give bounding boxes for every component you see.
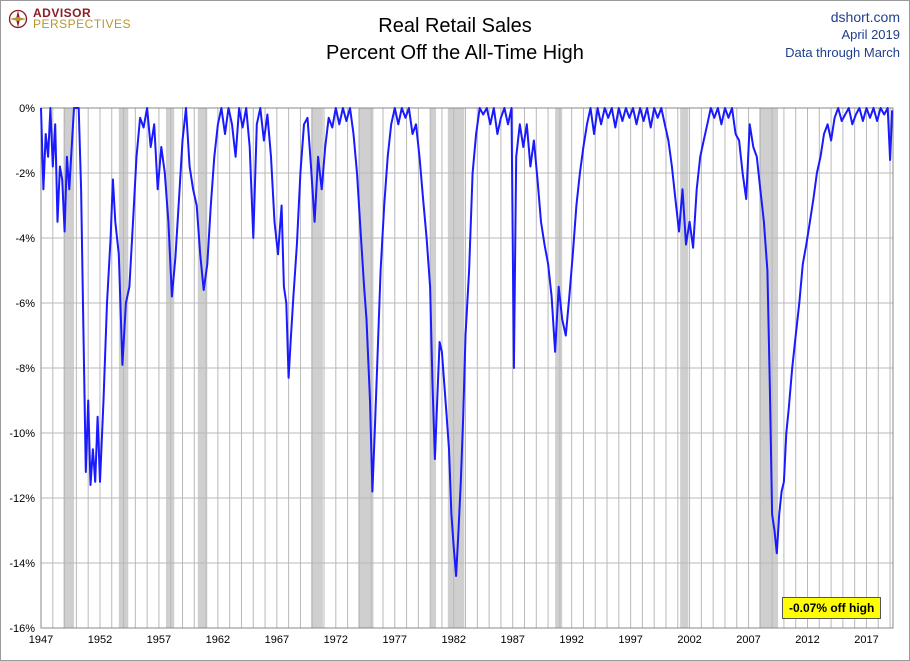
source-site: dshort.com <box>830 9 900 25</box>
y-tick-label: -4% <box>15 233 35 245</box>
x-tick-label: 1972 <box>324 634 348 646</box>
x-tick-label: 1977 <box>383 634 407 646</box>
chart-title-line2: Percent Off the All-Time High <box>326 42 584 64</box>
y-tick-label: -16% <box>9 623 35 635</box>
x-tick-label: 1957 <box>147 634 171 646</box>
y-tick-label: -2% <box>15 168 35 180</box>
y-tick-label: -6% <box>15 298 35 310</box>
x-tick-label: 1962 <box>206 634 230 646</box>
x-axis-ticks: 1947 1952 1957 1962 1967 1972 1977 1982 1987 1992… <box>29 634 879 646</box>
x-tick-label: 2017 <box>854 634 878 646</box>
y-tick-label: 0% <box>19 103 35 115</box>
grid-lines <box>40 107 893 629</box>
x-tick-label: 1987 <box>500 634 524 646</box>
compass-logo-icon <box>8 9 28 29</box>
data-series <box>40 107 894 577</box>
y-tick-label: -10% <box>9 428 35 440</box>
source-note: Data through March <box>785 45 900 60</box>
x-tick-label: 1992 <box>559 634 583 646</box>
source-date: April 2019 <box>841 27 900 42</box>
plot-area-border <box>40 107 894 629</box>
x-tick-label: 2012 <box>795 634 819 646</box>
series-line <box>40 107 894 577</box>
x-tick-label: 1952 <box>88 634 112 646</box>
y-axis-ticks: 0% -2% -4% -6% -8% -10% -12% -14% -16% <box>9 103 35 635</box>
x-tick-label: 2002 <box>677 634 701 646</box>
advisor-perspectives-logo: ADVISOR PERSPECTIVES <box>8 6 132 31</box>
chart-title-line1: Real Retail Sales <box>378 15 532 37</box>
x-tick-label: 1982 <box>441 634 465 646</box>
current-value-callout: -0.07% off high <box>782 597 882 619</box>
x-tick-label: 2007 <box>736 634 760 646</box>
x-tick-label: 1997 <box>618 634 642 646</box>
x-tick-label: 1967 <box>265 634 289 646</box>
x-tick-label: 1947 <box>29 634 53 646</box>
logo-word-perspectives: PERSPECTIVES <box>33 17 132 31</box>
logo-word-advisor: ADVISOR <box>33 6 92 20</box>
y-tick-label: -14% <box>9 558 35 570</box>
chart-title: Real Retail Sales Percent Off the All-Ti… <box>0 13 910 67</box>
y-tick-label: -12% <box>9 493 35 505</box>
y-tick-label: -8% <box>15 363 35 375</box>
source-block: dshort.com April 2019 Data through March <box>785 8 900 62</box>
